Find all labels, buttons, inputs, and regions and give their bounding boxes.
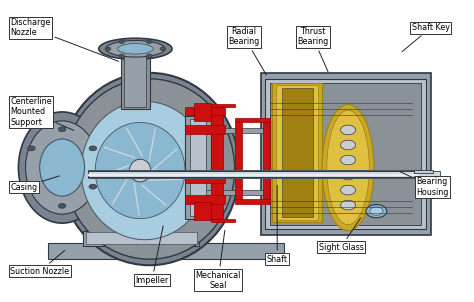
Circle shape (370, 207, 383, 215)
FancyBboxPatch shape (211, 104, 235, 108)
Ellipse shape (64, 79, 235, 259)
Text: Thrust
Bearing: Thrust Bearing (297, 27, 328, 72)
FancyBboxPatch shape (204, 190, 265, 194)
FancyBboxPatch shape (88, 174, 419, 176)
FancyBboxPatch shape (185, 175, 225, 183)
Ellipse shape (40, 139, 84, 196)
Circle shape (340, 185, 356, 195)
Ellipse shape (95, 122, 185, 219)
Text: Casing: Casing (10, 176, 59, 191)
FancyBboxPatch shape (194, 202, 211, 220)
Ellipse shape (60, 73, 239, 265)
FancyBboxPatch shape (211, 106, 223, 219)
Ellipse shape (106, 40, 165, 57)
FancyBboxPatch shape (263, 122, 270, 199)
FancyBboxPatch shape (48, 243, 119, 259)
Circle shape (340, 155, 356, 165)
Circle shape (58, 204, 66, 208)
Circle shape (340, 170, 356, 180)
Ellipse shape (327, 111, 369, 225)
FancyBboxPatch shape (185, 117, 211, 219)
Circle shape (89, 184, 97, 189)
FancyBboxPatch shape (235, 199, 270, 204)
FancyBboxPatch shape (211, 219, 235, 222)
FancyBboxPatch shape (235, 122, 242, 199)
Circle shape (340, 200, 356, 210)
FancyBboxPatch shape (121, 49, 150, 109)
Text: Shaft Key: Shaft Key (402, 23, 450, 52)
Ellipse shape (118, 43, 153, 54)
Circle shape (146, 40, 152, 43)
FancyBboxPatch shape (204, 128, 265, 133)
Text: Sight Glass: Sight Glass (319, 218, 364, 252)
FancyBboxPatch shape (414, 171, 440, 177)
FancyBboxPatch shape (414, 170, 433, 173)
FancyBboxPatch shape (261, 73, 431, 235)
FancyBboxPatch shape (185, 194, 225, 204)
Text: Mechanical
Seal: Mechanical Seal (195, 230, 241, 290)
Circle shape (119, 54, 125, 58)
Circle shape (27, 146, 35, 151)
Ellipse shape (26, 121, 99, 214)
Circle shape (119, 40, 125, 43)
Ellipse shape (18, 112, 106, 223)
Text: Discharge
Nozzle: Discharge Nozzle (10, 18, 118, 61)
FancyBboxPatch shape (276, 85, 318, 220)
FancyBboxPatch shape (156, 243, 284, 259)
FancyBboxPatch shape (194, 103, 211, 121)
Text: Suction Nozzle: Suction Nozzle (10, 250, 69, 276)
FancyBboxPatch shape (190, 119, 206, 216)
FancyBboxPatch shape (270, 83, 421, 225)
Text: Radial
Bearing: Radial Bearing (228, 27, 266, 75)
Circle shape (340, 140, 356, 150)
FancyBboxPatch shape (185, 108, 225, 115)
Circle shape (105, 47, 111, 51)
FancyBboxPatch shape (265, 79, 426, 229)
Ellipse shape (81, 101, 209, 240)
FancyBboxPatch shape (273, 83, 322, 222)
Ellipse shape (129, 159, 151, 182)
Text: Centerline
Mounted
Support: Centerline Mounted Support (10, 97, 74, 130)
FancyBboxPatch shape (88, 171, 419, 177)
Circle shape (146, 54, 152, 58)
Text: Impeller: Impeller (135, 226, 169, 285)
Circle shape (366, 204, 387, 218)
FancyBboxPatch shape (124, 50, 146, 108)
FancyBboxPatch shape (185, 125, 225, 134)
FancyBboxPatch shape (235, 118, 270, 122)
Text: Bearing
Housing: Bearing Housing (400, 172, 449, 197)
Circle shape (27, 184, 35, 189)
Circle shape (89, 146, 97, 151)
Ellipse shape (99, 38, 172, 59)
Text: Shaft: Shaft (267, 185, 288, 264)
FancyBboxPatch shape (86, 232, 197, 244)
FancyBboxPatch shape (282, 88, 313, 217)
Circle shape (340, 125, 356, 135)
FancyBboxPatch shape (83, 231, 199, 246)
FancyBboxPatch shape (88, 170, 419, 179)
Circle shape (160, 47, 165, 51)
Circle shape (58, 127, 66, 132)
Ellipse shape (322, 104, 374, 231)
